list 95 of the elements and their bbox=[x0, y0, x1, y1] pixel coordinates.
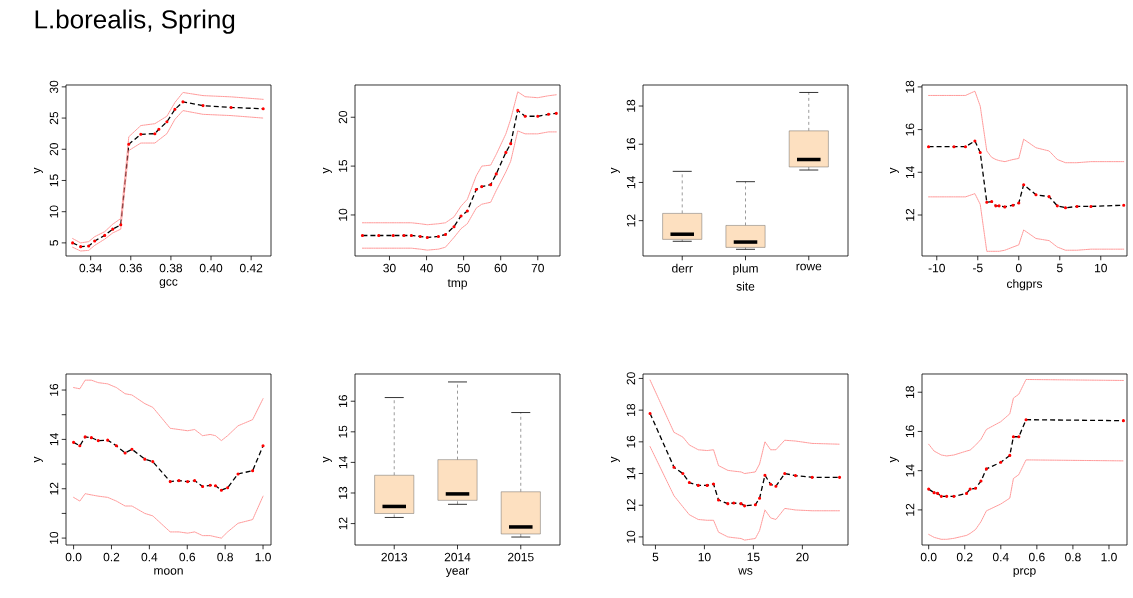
x-axis-title: tmp bbox=[447, 279, 467, 290]
y-axis-title: y bbox=[323, 167, 332, 174]
x-tick-label: 40 bbox=[420, 263, 433, 273]
x-axis-title: year bbox=[445, 568, 469, 578]
y-tick-label: 18 bbox=[626, 403, 636, 416]
y-tick-label: 16 bbox=[626, 138, 636, 150]
x-tick-label: 0.0 bbox=[65, 552, 82, 562]
x-tick-label: -10 bbox=[928, 263, 945, 273]
x-tick-label: 10 bbox=[698, 552, 711, 562]
x-tick-label: -5 bbox=[972, 263, 983, 273]
x-tick-label: 0.6 bbox=[179, 552, 196, 562]
y-axis-title: y bbox=[323, 456, 332, 463]
y-tick-label: 18 bbox=[905, 80, 915, 93]
x-tick-label: 5 bbox=[1056, 263, 1063, 273]
x-tick-label: 60 bbox=[494, 263, 507, 273]
x-tick-label: 0.0 bbox=[920, 552, 937, 562]
chart-title: L.borealis, Spring bbox=[35, 9, 235, 34]
y-tick-label: 14 bbox=[49, 433, 59, 446]
y-tick-label: 15 bbox=[49, 174, 59, 187]
y-axis-title: y bbox=[890, 456, 899, 463]
y-tick-label: 14 bbox=[626, 176, 636, 189]
x-tick-label: 0.2 bbox=[103, 552, 120, 562]
x-tick-label: derr bbox=[672, 263, 693, 273]
x-tick-label: 2014 bbox=[444, 552, 471, 562]
y-tick-label: 12 bbox=[905, 503, 915, 516]
x-tick-label: 30 bbox=[383, 263, 396, 273]
x-axis-title: chgprs bbox=[1007, 279, 1043, 291]
y-tick-label: 14 bbox=[905, 165, 915, 179]
x-tick-label: 0.8 bbox=[217, 552, 233, 562]
y-axis-title: y bbox=[611, 167, 620, 174]
y-axis-title: y bbox=[34, 456, 43, 463]
y-tick-label: 14 bbox=[338, 456, 348, 469]
y-axis-title: y bbox=[34, 167, 43, 174]
y-tick-label: 12 bbox=[626, 214, 636, 227]
y-tick-label: 16 bbox=[626, 435, 636, 448]
y-axis-title: y bbox=[890, 167, 899, 174]
x-axis-title: moon bbox=[154, 568, 183, 575]
y-tick-label: 16 bbox=[905, 123, 915, 136]
y-tick-label: 10 bbox=[49, 531, 59, 544]
y-tick-label: 12 bbox=[626, 499, 636, 511]
x-tick-label: 0.40 bbox=[199, 263, 223, 273]
y-tick-label: 12 bbox=[905, 208, 915, 221]
x-tick-label: 70 bbox=[531, 263, 544, 273]
y-tick-label: 16 bbox=[338, 395, 348, 407]
x-tick-label: 0.4 bbox=[141, 552, 158, 562]
y-tick-label: 18 bbox=[626, 99, 636, 112]
y-tick-label: 10 bbox=[49, 205, 59, 218]
y-tick-label: 10 bbox=[338, 208, 348, 221]
x-tick-label: 50 bbox=[457, 263, 470, 273]
x-tick-label: 0.2 bbox=[956, 552, 973, 562]
x-tick-label: 0.34 bbox=[79, 263, 102, 273]
line-series bbox=[72, 435, 265, 492]
x-axis-title: ws bbox=[738, 568, 753, 575]
x-tick-label: 2015 bbox=[508, 552, 534, 562]
y-tick-label: 12 bbox=[49, 482, 59, 495]
x-tick-label: 10 bbox=[1095, 263, 1107, 273]
x-tick-label: 0.4 bbox=[992, 552, 1009, 562]
y-tick-label: 25 bbox=[49, 111, 59, 125]
x-tick-label: 0.6 bbox=[1028, 552, 1045, 562]
x-tick-label: 0 bbox=[1015, 263, 1022, 273]
x-axis-title: prcp bbox=[1013, 568, 1036, 578]
y-tick-label: 10 bbox=[626, 530, 636, 543]
x-tick-label: plum bbox=[733, 263, 758, 275]
x-tick-label: 0.42 bbox=[239, 263, 263, 273]
y-axis-title: y bbox=[611, 456, 620, 463]
y-tick-label: 16 bbox=[905, 425, 915, 438]
x-tick-label: 5 bbox=[652, 552, 659, 562]
x-tick-label: 0.8 bbox=[1065, 552, 1081, 562]
y-tick-label: 20 bbox=[49, 143, 59, 156]
y-tick-label: 18 bbox=[905, 386, 915, 398]
y-tick-label: 15 bbox=[338, 425, 348, 438]
y-tick-label: 12 bbox=[338, 517, 348, 530]
x-axis-title: site bbox=[736, 281, 755, 291]
line-series bbox=[649, 446, 840, 541]
y-tick-label: 16 bbox=[49, 383, 59, 396]
x-tick-label: 15 bbox=[747, 552, 760, 562]
y-tick-label: 14 bbox=[626, 467, 636, 480]
x-tick-label: 2013 bbox=[381, 552, 408, 562]
line-series bbox=[73, 379, 264, 442]
y-tick-label: 30 bbox=[49, 80, 59, 94]
x-axis-title: gcc bbox=[159, 279, 178, 289]
y-tick-label: 20 bbox=[338, 111, 348, 124]
x-tick-label: 0.36 bbox=[119, 263, 142, 273]
y-tick-label: 13 bbox=[338, 486, 348, 499]
y-tick-label: 5 bbox=[49, 240, 59, 246]
y-tick-label: 14 bbox=[905, 464, 915, 477]
y-tick-label: 20 bbox=[626, 372, 636, 385]
x-tick-label: 1.0 bbox=[1101, 552, 1117, 562]
y-tick-label: 15 bbox=[338, 159, 348, 172]
x-tick-label: 20 bbox=[796, 552, 809, 562]
x-tick-label: 0.38 bbox=[159, 263, 183, 273]
x-tick-label: 1.0 bbox=[255, 552, 271, 562]
x-tick-label: rowe bbox=[796, 263, 822, 271]
line-series bbox=[649, 379, 840, 474]
line-series bbox=[73, 493, 264, 539]
